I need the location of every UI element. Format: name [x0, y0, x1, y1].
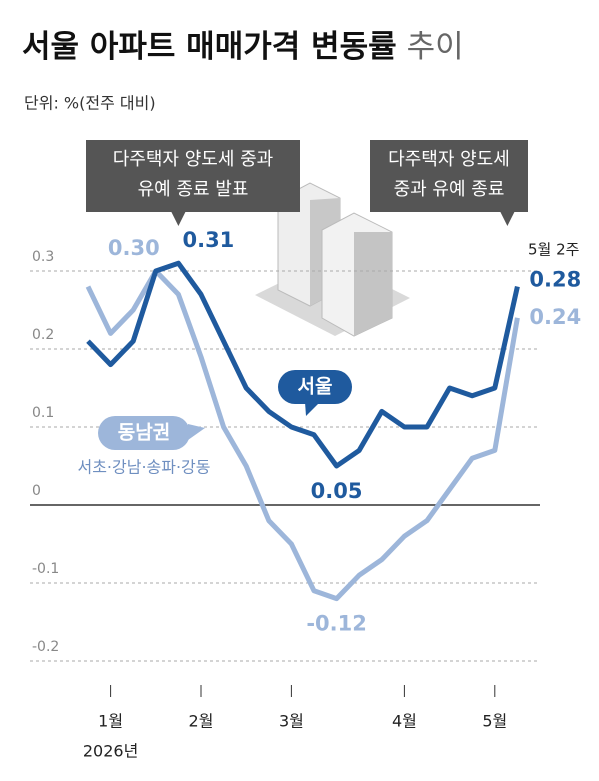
data-label: 0.30	[108, 236, 160, 260]
annotation-text: 중과 유예 종료	[394, 179, 505, 200]
annotation-text: 다주택자 양도세 중과	[113, 149, 273, 170]
annotation-box	[370, 140, 528, 212]
legend-note: 서초·강남·송파·강동	[77, 458, 210, 477]
series-line	[86, 260, 520, 469]
legend-bubble	[278, 370, 352, 404]
legend-label: 동남권	[118, 422, 170, 444]
data-label: 0.24	[529, 305, 581, 329]
legend-bubble	[98, 416, 190, 450]
last-point-label: 5월 2주	[528, 241, 579, 259]
y-tick-label: -0.1	[32, 561, 59, 577]
legend-pointer	[188, 424, 205, 440]
x-tick-label: 5월	[482, 712, 507, 731]
annotation-pointer	[500, 212, 515, 226]
x-tick-label: 3월	[279, 712, 304, 731]
x-tick-label: 2월	[189, 712, 214, 731]
data-label: 0.05	[311, 479, 363, 503]
annotation-pointer	[171, 212, 186, 226]
y-tick-label: 0.2	[32, 327, 54, 343]
annotation-text: 다주택자 양도세	[388, 149, 510, 170]
data-label: 0.28	[529, 268, 581, 292]
x-tick-label: 4월	[392, 712, 417, 731]
x-tick-label: 1월	[98, 712, 123, 731]
data-label: 0.31	[182, 228, 234, 252]
title-main: 서울 아파트 매매가격 변동률	[22, 29, 397, 65]
building-illustration	[255, 182, 410, 337]
legend-label: 서울	[298, 376, 333, 398]
data-label: -0.12	[306, 612, 367, 636]
legend-pointer	[305, 402, 320, 416]
year-label: 2026년	[83, 742, 138, 761]
y-tick-label: -0.2	[32, 639, 59, 655]
annotation-text: 유예 종료 발표	[138, 179, 249, 200]
chart-title: 서울 아파트 매매가격 변동률 추이	[22, 29, 464, 65]
annotation-box	[86, 140, 300, 212]
y-tick-label: 0.1	[32, 405, 54, 421]
title-suffix: 추이	[407, 29, 464, 65]
series-line	[85, 268, 520, 602]
y-tick-label: 0	[32, 483, 41, 499]
y-tick-label: 0.3	[32, 249, 54, 265]
subtitle: 단위: %(전주 대비)	[24, 94, 156, 113]
